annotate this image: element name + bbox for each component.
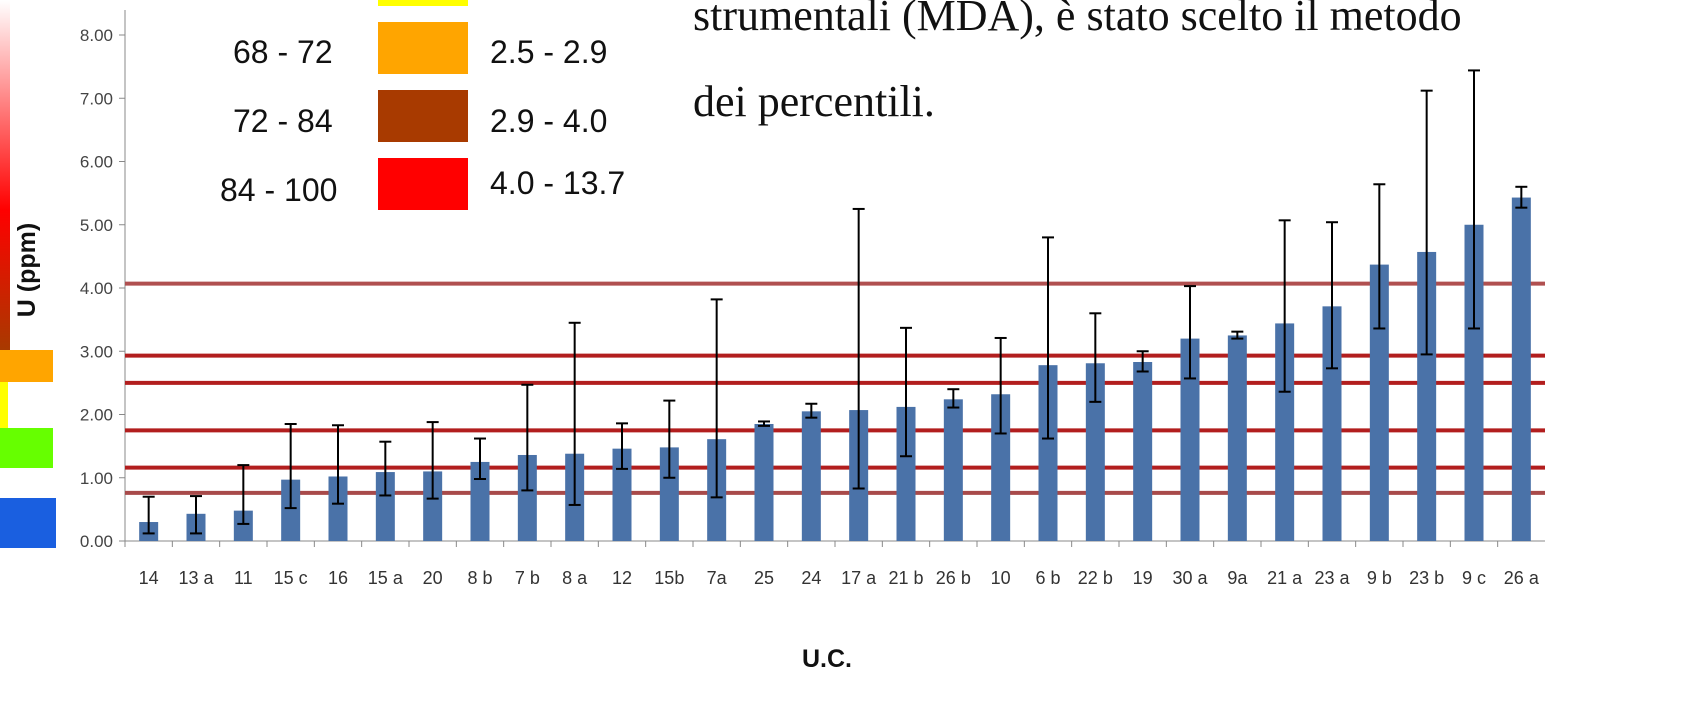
x-tick-label: 12: [612, 568, 632, 588]
y-tick-label: 3.00: [80, 342, 113, 361]
x-tick-label: 7a: [707, 568, 728, 588]
bar: [659, 447, 679, 541]
y-tick-label: 4.00: [80, 279, 113, 298]
overlay-text-line-2: dei percentili.: [693, 77, 935, 126]
bar: [612, 448, 632, 541]
legend-top-swatch: [378, 0, 468, 6]
bar: [754, 423, 774, 541]
bar: [1038, 365, 1058, 541]
threshold-lines: [125, 281, 1545, 495]
legend-range-1: 2.5 - 2.9: [490, 34, 608, 70]
y-tick-label: 7.00: [80, 89, 113, 108]
legend-swatch-1: [378, 22, 468, 74]
bar: [1464, 224, 1484, 541]
x-tick-label: 15b: [654, 568, 684, 588]
x-tick-label: 15 a: [368, 568, 404, 588]
bar: [1133, 362, 1153, 541]
x-tick-label: 23 b: [1409, 568, 1444, 588]
x-tick-label: 15 c: [274, 568, 308, 588]
bar: [943, 399, 963, 541]
bar: [1180, 338, 1200, 541]
x-tick-label: 16: [328, 568, 348, 588]
x-tick-label: 22 b: [1078, 568, 1113, 588]
bars-group: [139, 197, 1531, 542]
bar: [1085, 363, 1105, 541]
x-tick-label: 10: [991, 568, 1011, 588]
bar: [801, 411, 821, 541]
overlay-text-line-1: strumentali (MDA), è stato scelto il met…: [693, 0, 1462, 40]
x-axis-label: U.C.: [802, 645, 852, 673]
x-tick-label: 25: [754, 568, 774, 588]
bar: [517, 454, 537, 541]
bar: [1227, 335, 1247, 541]
side-swatch-orange: [0, 350, 53, 382]
bar: [375, 472, 395, 541]
legend-range-3: 4.0 - 13.7: [490, 165, 626, 201]
x-tick-label: 26 b: [936, 568, 971, 588]
error-bars-group: [142, 69, 1528, 535]
legend-swatch-2: [378, 90, 468, 142]
x-tick-label: 30 a: [1172, 568, 1208, 588]
y-tick-label: 6.00: [80, 153, 113, 172]
y-tick-label: 8.00: [80, 26, 113, 45]
x-tick-label: 6 b: [1035, 568, 1060, 588]
x-tick-label: 17 a: [841, 568, 877, 588]
bar: [470, 461, 490, 541]
bar: [233, 510, 253, 541]
bar: [1511, 197, 1531, 542]
x-tick-label: 14: [139, 568, 159, 588]
x-tick-label: 9a: [1227, 568, 1248, 588]
x-tick-label: 11: [234, 568, 253, 588]
y-tick-label: 2.00: [80, 406, 113, 425]
bar: [423, 471, 443, 541]
x-tick-label: 9 c: [1462, 568, 1486, 588]
x-tick-label: 7 b: [515, 568, 540, 588]
x-tick-label: 8 a: [562, 568, 588, 588]
x-tick-label: 24: [801, 568, 821, 588]
y-axis-ticks: 0.00 1.00 2.00 3.00 4.00 5.00 6.00 7.00 8.00: [80, 26, 125, 551]
bar: [1275, 323, 1295, 541]
y-tick-label: 5.00: [80, 216, 113, 235]
side-swatch-yellow: [0, 382, 8, 428]
bar: [896, 406, 916, 541]
legend-percentile-2: 72 - 84: [233, 103, 333, 139]
x-tick-label: 23 a: [1314, 568, 1350, 588]
x-tick-label: 19: [1133, 568, 1153, 588]
legend-percentile-3: 84 - 100: [220, 172, 338, 208]
y-tick-label: 0.00: [80, 532, 113, 551]
side-gradient-strip: [0, 0, 10, 350]
legend-range-2: 2.9 - 4.0: [490, 103, 608, 139]
x-tick-label: 9 b: [1367, 568, 1392, 588]
side-swatch-blue: [0, 498, 56, 548]
side-color-scale: [0, 0, 56, 548]
x-axis-ticks: 14 13 a 11 15 c 16 15 a 20 8 b 7 b 8 a 12 15b 7a 25 24…: [124, 541, 1540, 588]
x-tick-label: 8 b: [467, 568, 492, 588]
x-tick-label: 13 a: [178, 568, 214, 588]
y-axis-label: U (ppm): [13, 223, 41, 317]
x-tick-label: 21 b: [888, 568, 923, 588]
y-tick-label: 1.00: [80, 469, 113, 488]
bar: [991, 394, 1011, 541]
legend-swatch-3: [378, 158, 468, 210]
bar: [1417, 251, 1437, 541]
x-tick-label: 21 a: [1267, 568, 1303, 588]
bar: [1322, 306, 1342, 541]
side-swatch-green: [0, 428, 53, 468]
legend-percentile-1: 68 - 72: [233, 34, 333, 70]
bar: [1369, 264, 1389, 541]
x-tick-label: 26 a: [1504, 568, 1540, 588]
x-tick-label: 20: [423, 568, 443, 588]
bar: [281, 479, 301, 541]
bar: [328, 476, 348, 541]
